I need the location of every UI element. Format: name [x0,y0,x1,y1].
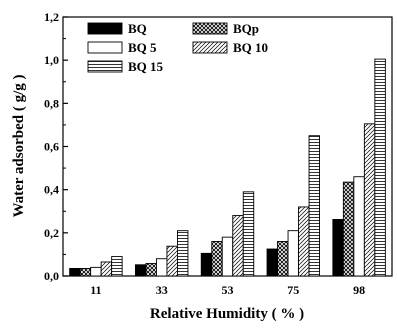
x-tick-label: 11 [90,283,101,297]
bars-group [69,58,386,277]
x-tick-label: 53 [222,283,234,297]
legend-swatch-bq-15 [87,60,123,73]
y-tick-label: 0,8 [44,96,59,110]
legend-swatch-bq [87,22,123,35]
bar-bqp-33 [145,263,157,277]
bar-bqp-98 [342,181,355,277]
y-tick-label: 0,4 [44,183,59,197]
bar-bq-10-33 [166,245,178,277]
bar-bqp-75 [277,241,289,277]
legend-label: BQp [233,21,259,36]
x-tick-label: 75 [287,283,299,297]
bar-bqp-53 [211,241,223,277]
legend-label: BQ [128,21,147,36]
bar-bq-5-53 [221,236,234,277]
x-tick-label: 98 [353,283,365,297]
legend: BQ BQp BQ 5 BQ 10 BQ 15 [87,21,268,74]
bar-bq-10-53 [232,215,244,277]
bar-bq-53 [200,252,213,277]
y-axis: 0,0 0,2 0,4 0,6 0,8 1,0 1,2 [44,10,68,283]
bar-bq-15-98 [374,58,386,277]
y-axis-title: Water adsorbed ( g/g ) [11,74,27,217]
legend-label: BQ 15 [128,59,164,74]
bar-bq-33 [134,264,147,277]
bar-bq-15-53 [242,191,255,277]
bar-bq-15-33 [176,230,189,277]
bar-bq-5-75 [287,230,299,277]
bar-bq-10-11 [100,261,113,277]
legend-swatch-bq-5 [87,41,123,54]
legend-swatch-bqp [192,22,228,35]
bar-bqp-11 [79,267,92,277]
y-tick-label: 0,0 [44,269,59,283]
x-tick-label: 33 [156,283,168,297]
bar-bq-15-75 [308,135,320,277]
bar-bq-15-11 [111,256,123,277]
bar-bq-98 [332,219,344,277]
y-tick-label: 0,2 [44,226,59,240]
bar-bq-10-75 [298,206,310,277]
legend-label: BQ 5 [128,40,157,55]
bar-bq-75 [266,248,278,277]
bar-bq-5-11 [90,266,102,277]
x-axis-title: Relative Humidity ( % ) [150,306,304,322]
y-tick-label: 1,0 [44,53,59,67]
legend-label: BQ 10 [233,40,268,55]
bar-bq-5-98 [353,176,365,277]
bar-bq-11 [69,267,81,277]
y-tick-label: 1,2 [44,10,59,24]
y-tick-label: 0,6 [44,140,59,154]
legend-swatch-bq-10 [192,41,228,54]
bar-bq-5-33 [155,258,168,277]
bar-bq-10-98 [363,123,376,277]
